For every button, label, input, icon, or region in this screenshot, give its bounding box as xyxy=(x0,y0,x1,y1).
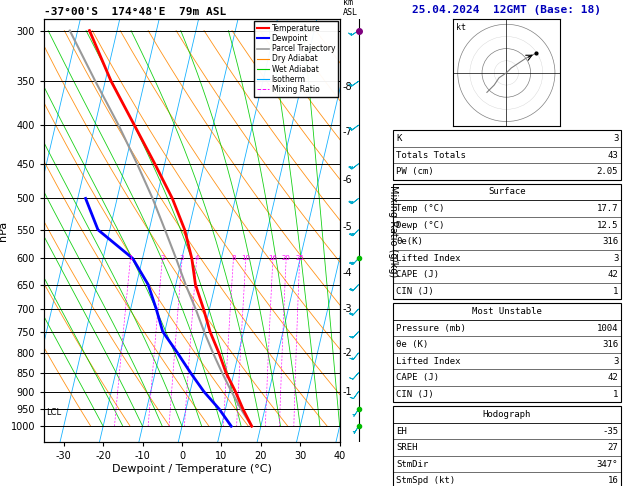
Text: Temp (°C): Temp (°C) xyxy=(396,204,445,213)
Text: Hodograph: Hodograph xyxy=(483,410,531,419)
Text: θe(K): θe(K) xyxy=(396,237,423,246)
Text: 1004: 1004 xyxy=(597,324,618,332)
Text: kt: kt xyxy=(456,23,466,32)
Text: θe (K): θe (K) xyxy=(396,340,428,349)
Text: Pressure (mb): Pressure (mb) xyxy=(396,324,466,332)
Text: -3: -3 xyxy=(343,304,352,314)
Text: 25: 25 xyxy=(295,255,304,261)
Text: 3: 3 xyxy=(613,357,618,365)
Text: 16: 16 xyxy=(608,476,618,485)
Text: 16: 16 xyxy=(269,255,277,261)
Text: 3: 3 xyxy=(613,134,618,143)
Legend: Temperature, Dewpoint, Parcel Trajectory, Dry Adiabat, Wet Adiabat, Isotherm, Mi: Temperature, Dewpoint, Parcel Trajectory… xyxy=(254,21,338,97)
Text: 2.05: 2.05 xyxy=(597,167,618,176)
Y-axis label: Mixing Ratio (g/kg): Mixing Ratio (g/kg) xyxy=(388,185,398,277)
X-axis label: Dewpoint / Temperature (°C): Dewpoint / Temperature (°C) xyxy=(112,464,272,474)
Text: 1: 1 xyxy=(128,255,133,261)
Text: CAPE (J): CAPE (J) xyxy=(396,373,439,382)
Text: -4: -4 xyxy=(343,268,352,278)
Text: 8: 8 xyxy=(231,255,236,261)
Text: 3: 3 xyxy=(613,254,618,262)
Text: CIN (J): CIN (J) xyxy=(396,287,434,295)
Text: 42: 42 xyxy=(608,373,618,382)
Text: 347°: 347° xyxy=(597,460,618,469)
Text: CIN (J): CIN (J) xyxy=(396,390,434,399)
Text: -35: -35 xyxy=(602,427,618,435)
Text: 42: 42 xyxy=(608,270,618,279)
Text: K: K xyxy=(396,134,402,143)
Text: 10: 10 xyxy=(242,255,250,261)
Text: -5: -5 xyxy=(343,222,352,232)
Text: -2: -2 xyxy=(343,348,352,358)
Text: 4: 4 xyxy=(194,255,199,261)
Text: Lifted Index: Lifted Index xyxy=(396,357,461,365)
Text: Totals Totals: Totals Totals xyxy=(396,151,466,159)
Text: 17.7: 17.7 xyxy=(597,204,618,213)
Text: EH: EH xyxy=(396,427,407,435)
Text: Lifted Index: Lifted Index xyxy=(396,254,461,262)
Text: CAPE (J): CAPE (J) xyxy=(396,270,439,279)
Text: 1: 1 xyxy=(613,287,618,295)
Text: -8: -8 xyxy=(343,82,352,92)
Text: Dewp (°C): Dewp (°C) xyxy=(396,221,445,229)
Text: SREH: SREH xyxy=(396,443,418,452)
Text: 27: 27 xyxy=(608,443,618,452)
Text: -37°00'S  174°48'E  79m ASL: -37°00'S 174°48'E 79m ASL xyxy=(44,7,226,17)
Text: Most Unstable: Most Unstable xyxy=(472,307,542,316)
Y-axis label: hPa: hPa xyxy=(0,221,8,241)
Text: StmSpd (kt): StmSpd (kt) xyxy=(396,476,455,485)
Text: Surface: Surface xyxy=(488,188,526,196)
Text: 3: 3 xyxy=(180,255,184,261)
Text: 12.5: 12.5 xyxy=(597,221,618,229)
Text: 43: 43 xyxy=(608,151,618,159)
Text: 316: 316 xyxy=(602,340,618,349)
Text: -6: -6 xyxy=(343,174,352,185)
Text: 316: 316 xyxy=(602,237,618,246)
Text: 25.04.2024  12GMT (Base: 18): 25.04.2024 12GMT (Base: 18) xyxy=(412,4,601,15)
Text: 20: 20 xyxy=(282,255,291,261)
Text: PW (cm): PW (cm) xyxy=(396,167,434,176)
Text: LCL: LCL xyxy=(46,408,61,417)
Text: km
ASL: km ASL xyxy=(343,0,358,17)
Text: -1: -1 xyxy=(343,386,352,397)
Text: 2: 2 xyxy=(160,255,165,261)
Text: -7: -7 xyxy=(343,127,352,137)
Text: StmDir: StmDir xyxy=(396,460,428,469)
Text: 1: 1 xyxy=(613,390,618,399)
